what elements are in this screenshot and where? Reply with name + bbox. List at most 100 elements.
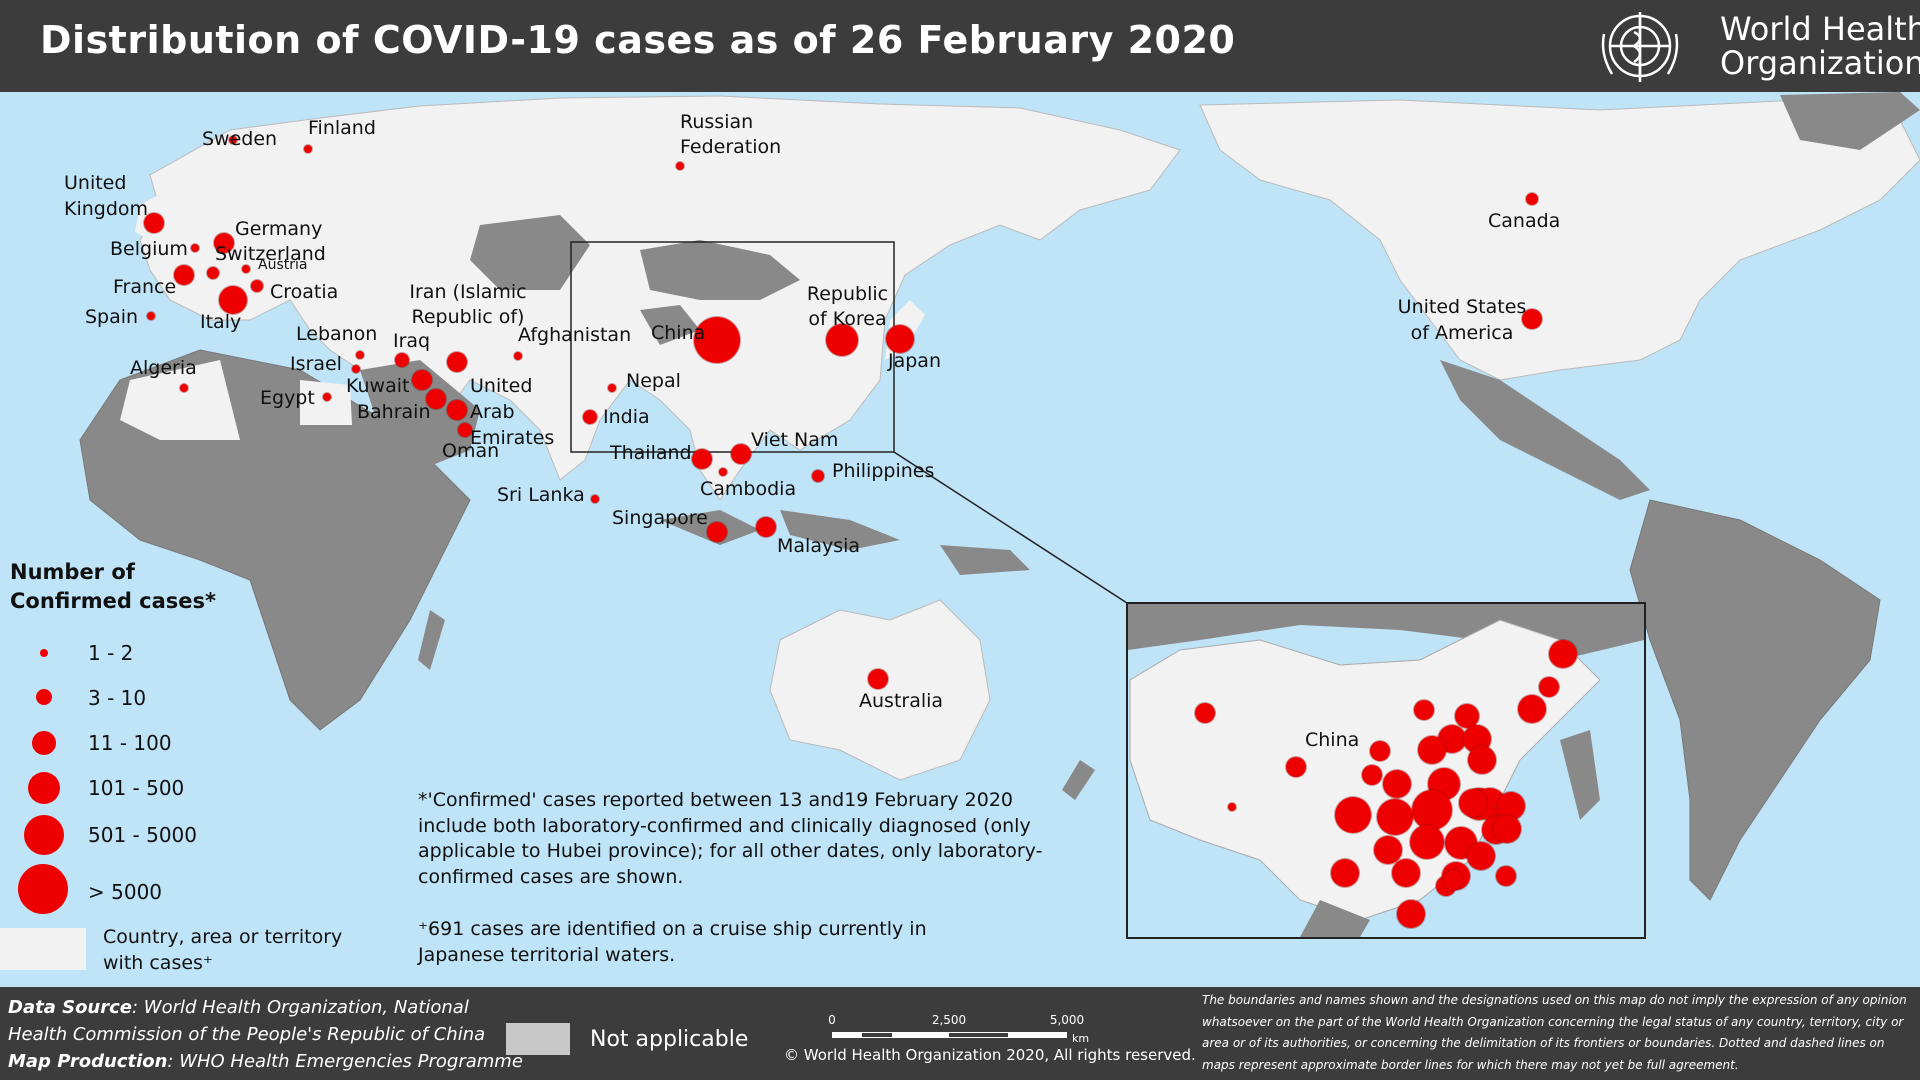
landmass-central-america [1440, 360, 1650, 500]
case-marker-finland [304, 145, 312, 153]
legend-label-1: 1 - 2 [88, 641, 134, 665]
case-marker-oman [458, 423, 472, 437]
case-marker-nepal [608, 384, 616, 392]
label-united-arab-emirates: United Arab Emirates [470, 375, 555, 449]
case-marker-inset-21 [1377, 799, 1413, 835]
map-title: Distribution of COVID-19 cases as of 26 … [40, 18, 1236, 62]
label-china: China [651, 322, 706, 344]
case-marker-iran [447, 352, 467, 372]
case-marker-philippines [812, 470, 824, 482]
case-marker-australia [868, 669, 888, 689]
label-philippines: Philippines [832, 460, 935, 482]
case-marker-japan [886, 325, 914, 353]
case-marker-inset-1 [1195, 703, 1215, 723]
case-marker-china [694, 317, 740, 363]
case-marker-inset-12 [1286, 757, 1306, 777]
case-marker-spain [147, 312, 155, 320]
case-marker-algeria [180, 384, 188, 392]
case-marker-vietnam [731, 444, 751, 464]
case-marker-inset-35 [1496, 866, 1516, 886]
header-bar [0, 0, 1920, 92]
case-marker-inset-23 [1459, 789, 1487, 817]
label-sweden: Sweden [202, 128, 278, 150]
scale-unit: km [1072, 1032, 1089, 1045]
legend-title: Number of Confirmed cases* [10, 560, 217, 613]
case-marker-france [174, 265, 194, 285]
legend-label-2: 3 - 10 [88, 686, 147, 710]
case-marker-inset-28 [1467, 842, 1495, 870]
legend-swatch-not-applicable [506, 1023, 570, 1055]
data-source-label: Data Source [8, 997, 133, 1018]
case-marker-srilanka [591, 495, 599, 503]
case-marker-inset-14 [1383, 770, 1411, 798]
case-marker-israel [352, 365, 360, 373]
case-marker-lebanon [356, 351, 364, 359]
legend-swatch-with-cases [0, 928, 86, 970]
case-marker-usa [1522, 309, 1542, 329]
data-source-line2: Health Commission of the People's Republ… [8, 1024, 486, 1045]
legend-label-6: > 5000 [88, 880, 163, 904]
landmass-no-cases-asia [470, 215, 800, 345]
landmass-indonesia [660, 510, 1030, 575]
scale-bar-seg2 [949, 1033, 1008, 1037]
case-marker-afghanistan [514, 352, 522, 360]
label-japan: Japan [888, 350, 941, 372]
label-belgium: Belgium [110, 238, 188, 260]
label-australia: Australia [859, 690, 944, 712]
case-marker-inset-26 [1410, 825, 1444, 859]
scale-tick-0: 0 [828, 1013, 836, 1027]
legend-label-with-cases: Country, area or territory with cases⁺ [103, 926, 343, 974]
case-marker-inset-25 [1374, 836, 1402, 864]
landmass-madagascar [418, 610, 445, 670]
label-lebanon: Lebanon [296, 323, 378, 345]
who-wordmark: World Health Organization [1720, 12, 1920, 80]
case-marker-uae [447, 400, 467, 420]
case-marker-thailand [692, 449, 712, 469]
disclaimer: The boundaries and names shown and the d… [1202, 993, 1907, 1072]
case-marker-switzerland [207, 267, 219, 279]
case-marker-inset-3 [1549, 640, 1577, 668]
label-france: France [113, 276, 177, 298]
case-marker-inset-9 [1370, 741, 1390, 761]
legend-label-not-applicable: Not applicable [590, 1027, 749, 1052]
case-marker-belgium [191, 244, 199, 252]
legend-label-5: 501 - 5000 [88, 823, 198, 847]
label-kuwait: Kuwait [346, 375, 410, 397]
label-india: India [603, 406, 650, 428]
label-nepal: Nepal [626, 370, 681, 392]
case-marker-egypt [323, 393, 331, 401]
legend-dot-2 [36, 689, 52, 705]
case-marker-germany [214, 233, 234, 253]
legend-dot-4 [28, 772, 60, 804]
case-marker-italy [219, 286, 247, 314]
footnote-cruise-ship: ⁺691 cases are identified on a cruise sh… [418, 918, 927, 966]
case-marker-inset-20 [1335, 797, 1371, 833]
map-production-label: Map Production [8, 1051, 168, 1072]
case-marker-inset-29 [1493, 815, 1521, 843]
case-marker-singapore [707, 522, 727, 542]
label-iran: Iran (Islamic Republic of) [409, 281, 527, 328]
data-source: Data Source: World Health Organization, … [8, 994, 523, 1075]
label-united-states: United States of America [1397, 296, 1527, 344]
case-marker-austria [242, 265, 250, 273]
world-map [0, 92, 1920, 987]
label-russian-federation: Russian Federation [680, 111, 782, 158]
scale-tick-2500: 2,500 [932, 1013, 966, 1027]
label-iraq: Iraq [393, 330, 431, 352]
label-malaysia: Malaysia [777, 535, 861, 557]
landmass-eurasia [139, 95, 1181, 501]
label-afghanistan: Afghanistan [518, 324, 632, 346]
case-marker-uk [144, 213, 164, 233]
map-production-text: : WHO Health Emergencies Programme [167, 1051, 523, 1072]
label-inset-china: China [1305, 729, 1360, 751]
case-marker-india [583, 410, 597, 424]
label-egypt: Egypt [260, 387, 315, 409]
landmass-greenland [1780, 92, 1920, 150]
case-marker-inset-19 [1228, 803, 1236, 811]
case-marker-korea [826, 324, 858, 356]
label-viet-nam: Viet Nam [751, 429, 839, 451]
legend-dot-3 [32, 731, 56, 755]
case-marker-inset-31 [1392, 859, 1420, 887]
case-marker-inset-5 [1518, 695, 1546, 723]
case-marker-malaysia [756, 517, 776, 537]
